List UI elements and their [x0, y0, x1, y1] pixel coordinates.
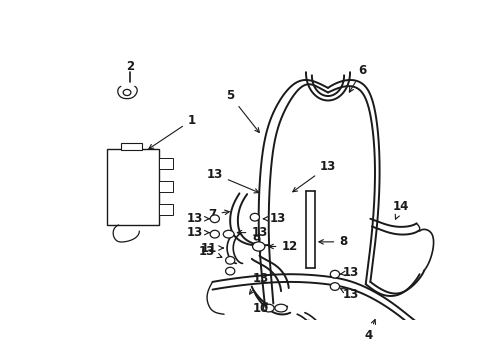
Ellipse shape	[210, 215, 219, 222]
Ellipse shape	[329, 283, 339, 291]
Text: 13: 13	[206, 168, 258, 193]
Ellipse shape	[210, 230, 219, 238]
Ellipse shape	[263, 304, 274, 312]
Text: 13: 13	[186, 212, 209, 225]
Text: 13: 13	[263, 212, 285, 225]
Ellipse shape	[123, 89, 131, 95]
Text: 8: 8	[318, 235, 347, 248]
Text: 7: 7	[208, 208, 229, 221]
Ellipse shape	[225, 267, 234, 275]
Bar	[159, 158, 173, 169]
Text: 13: 13	[237, 226, 267, 239]
Ellipse shape	[225, 256, 234, 264]
Bar	[121, 143, 142, 150]
Text: 5: 5	[225, 89, 259, 132]
Text: 13: 13	[292, 160, 335, 192]
Text: 13: 13	[199, 244, 222, 258]
Text: 6: 6	[348, 64, 366, 92]
Text: 11: 11	[200, 242, 223, 255]
Text: 13: 13	[249, 272, 268, 294]
Bar	[107, 149, 159, 225]
Ellipse shape	[223, 230, 234, 238]
Text: 2: 2	[126, 60, 134, 73]
Ellipse shape	[274, 304, 286, 312]
Text: 4: 4	[364, 320, 375, 342]
Bar	[159, 204, 173, 215]
Text: 10: 10	[252, 302, 268, 315]
Ellipse shape	[329, 270, 339, 278]
Text: 13: 13	[186, 226, 209, 239]
Text: 12: 12	[268, 240, 297, 253]
Text: 3: 3	[0, 359, 1, 360]
Bar	[159, 181, 173, 192]
Text: 1: 1	[148, 114, 195, 149]
Text: 13: 13	[339, 288, 359, 301]
Text: 13: 13	[340, 266, 359, 279]
Ellipse shape	[252, 242, 264, 251]
Ellipse shape	[250, 213, 259, 221]
Text: 14: 14	[392, 200, 408, 219]
Text: 9: 9	[252, 234, 261, 252]
